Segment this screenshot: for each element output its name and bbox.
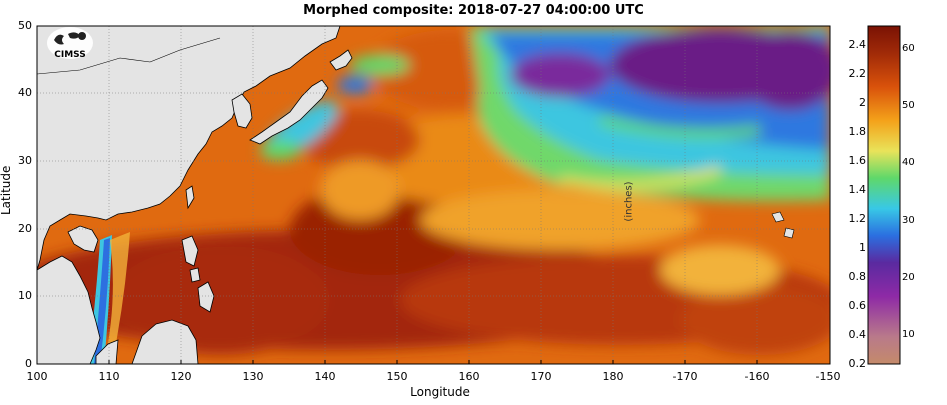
logo-text: CIMSS	[54, 50, 85, 60]
colorbar-tick-inches: 0.4	[848, 328, 867, 341]
y-tick: 20	[18, 222, 32, 235]
colorbar-tick-inches: 1	[859, 241, 866, 254]
x-tick: 170	[530, 370, 552, 383]
y-tick: 30	[18, 154, 32, 167]
colorbar-tick-mm: 10	[902, 329, 915, 340]
x-axis-label: Longitude	[410, 385, 470, 399]
typhoon-swirl	[320, 160, 400, 220]
colorbar-tick-mm: 40	[902, 157, 915, 168]
japan-land	[249, 79, 329, 145]
colorbar-tick-inches: 1.4	[848, 183, 867, 196]
colorbar-tick-inches: 2	[859, 96, 866, 109]
colorbar-tick-mm: 20	[902, 272, 915, 283]
grid-lines	[37, 26, 830, 364]
x-tick: 120	[170, 370, 192, 383]
x-tick: -150	[815, 370, 841, 383]
asia-land	[37, 26, 341, 271]
colorbar-tick-mm: 50	[902, 100, 915, 111]
colorbar-tick-inches: 1.2	[848, 212, 867, 225]
units-label: (inches)	[623, 181, 635, 222]
x-tick: 130	[242, 370, 264, 383]
cimss-logo: CIMSS	[46, 26, 94, 60]
x-tick: 150	[386, 370, 408, 383]
x-tick: 180	[602, 370, 624, 383]
colorbar-tick-mm: 60	[902, 43, 915, 54]
x-tick: 110	[98, 370, 120, 383]
colorbar-tick-inches: 2.2	[848, 67, 867, 80]
y-tick: 40	[18, 86, 32, 99]
x-tick: 100	[26, 370, 48, 383]
map-frame	[36, 25, 831, 365]
indochina-land	[37, 255, 101, 364]
colorbar	[867, 25, 901, 365]
x-tick: -170	[672, 370, 698, 383]
x-tick: 160	[458, 370, 480, 383]
colorbar-tick-inches: 0.2	[848, 357, 867, 370]
colorbar-tick-inches: 0.6	[848, 299, 867, 312]
colorbar-tick-inches: 1.6	[848, 154, 867, 167]
colorbar-tick-inches: 2.4	[848, 38, 867, 51]
x-tick: 140	[314, 370, 336, 383]
colorbar-tick-inches: 0.8	[848, 270, 867, 283]
y-tick: 10	[18, 289, 32, 302]
borneo-land	[131, 319, 199, 364]
y-tick: 0	[25, 357, 32, 370]
colorbar-tick-inches: 1.8	[848, 125, 867, 138]
y-tick: 50	[18, 19, 32, 32]
colorbar-tick-mm: 30	[902, 215, 915, 226]
chart-title: Morphed composite: 2018-07-27 04:00:00 U…	[303, 3, 644, 18]
x-tick: -160	[744, 370, 770, 383]
